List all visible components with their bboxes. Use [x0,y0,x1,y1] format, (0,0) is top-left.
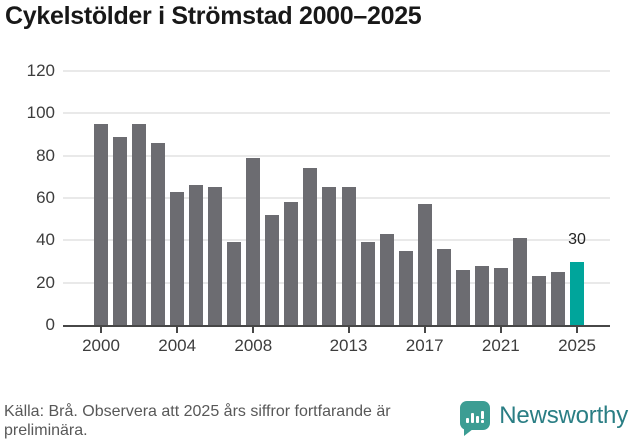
logo-exclamation-dot [481,420,485,423]
x-tick-2004 [176,325,179,333]
gridline-100 [63,112,610,115]
bar-2025 [570,261,584,325]
gridline-60 [63,197,610,199]
x-tick-label-2013: 2013 [329,336,368,355]
bar-2002 [132,123,147,325]
bar-2012 [322,187,337,325]
x-tick-label-2000: 2000 [82,336,120,355]
x-tick-label-2017: 2017 [405,336,444,355]
logo-exclamation [481,411,485,423]
x-tick-2021 [499,325,502,333]
bar-2011 [303,168,318,325]
x-tick-2025 [576,325,578,333]
bar-2000 [94,123,108,325]
newsworthy-wordmark: Newsworthy [499,401,628,429]
bar-chart-speech-bubble-icon [460,401,491,436]
y-tick-label-80: 80 [36,145,55,165]
y-tick-label-0: 0 [45,315,55,334]
y-tick-label-40: 40 [36,230,55,250]
bar-2016 [398,250,413,325]
bar-2009 [265,214,280,325]
logo-exclamation-stem [481,411,485,419]
bar-2024 [550,272,565,325]
page-title: Cykelstölder i Strömstad 2000–2025 [5,2,422,30]
bar-2005 [189,185,204,325]
bar-2018 [436,248,451,325]
gridline-40 [63,239,610,242]
bar-2008 [246,157,261,325]
x-tick-2013 [347,325,350,333]
logo-bar-small [466,418,470,423]
bar-chart-plot-area: 30 2000 2004 2008 2013 2017 2021 2025 [63,70,610,355]
x-tick-2008 [252,325,255,333]
bar-2006 [208,187,223,325]
bar-2003 [151,142,166,325]
x-tick-label-2025: 2025 [558,336,596,355]
bar-2021 [493,267,508,325]
gridline-20 [63,281,610,284]
bar-2015 [379,233,394,325]
x-tick-label-2004: 2004 [158,336,197,355]
bar-2019 [455,269,470,325]
x-tick-2000 [100,325,102,333]
bar-2010 [284,202,299,325]
x-tick-label-2008: 2008 [234,336,273,355]
bar-2013 [341,187,356,325]
bar-2023 [531,276,546,325]
source-note: Källa: Brå. Observera att 2025 års siffr… [4,403,391,439]
newsworthy-logo: Newsworthy [460,401,628,436]
y-tick-label-20: 20 [36,272,55,292]
bar-2020 [474,265,489,325]
y-tick-label-120: 120 [26,61,55,80]
y-tick-label-60: 60 [36,188,55,207]
x-tick-label-2021: 2021 [481,336,520,355]
bar-2001 [113,136,128,325]
bar-2014 [360,242,375,325]
bar-2004 [170,191,185,325]
logo-bar-medium [476,416,480,423]
gridline-80 [63,154,610,157]
x-axis-line [63,325,610,327]
gridline-120 [63,70,610,72]
bar-2022 [512,238,527,325]
bar-2017 [417,204,432,325]
x-tick-2017 [423,325,426,333]
bar-2007 [227,242,242,325]
highlight-value-label: 30 [568,230,586,248]
logo-bar-tall [471,413,475,423]
y-tick-label-100: 100 [26,103,55,123]
